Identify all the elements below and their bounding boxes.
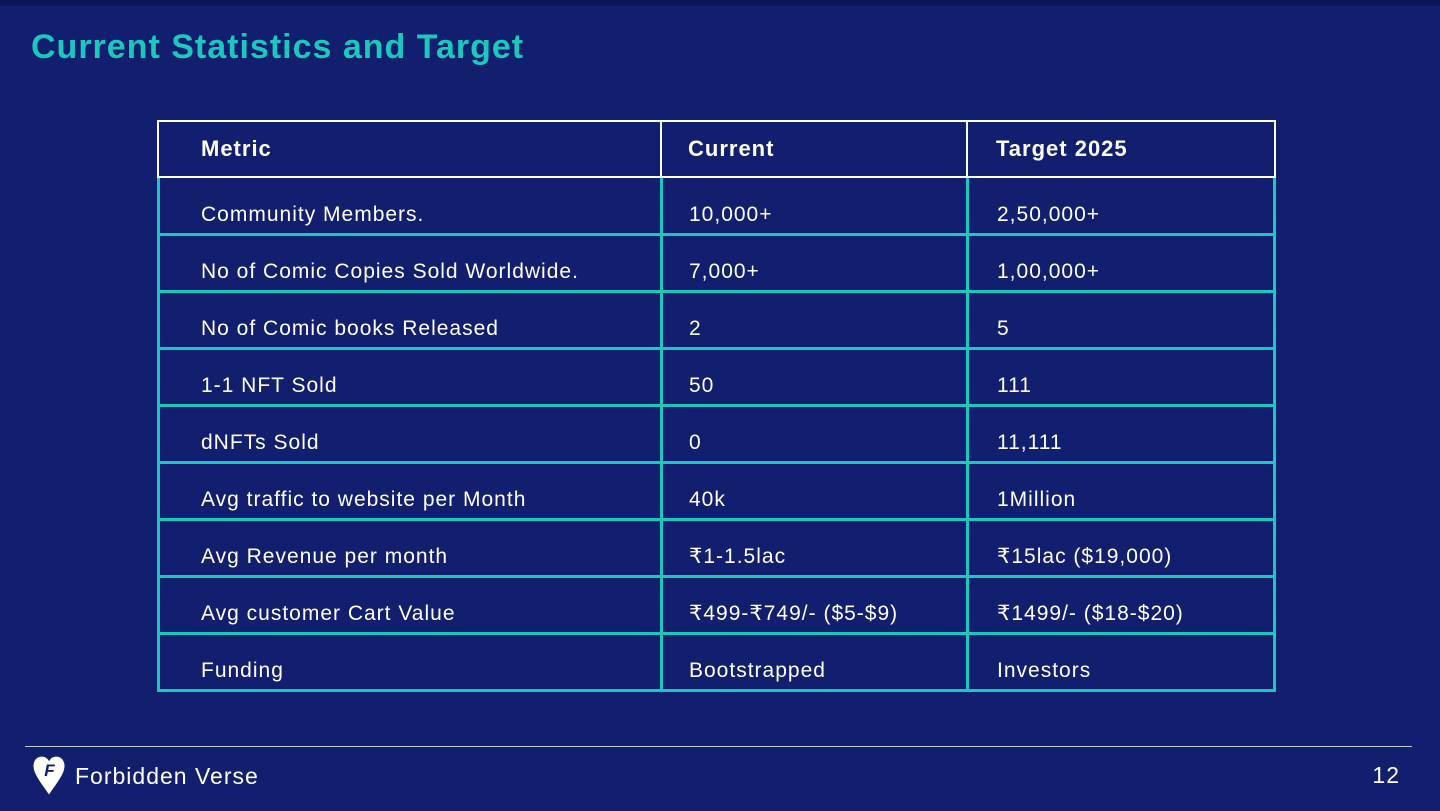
table-row: Funding Bootstrapped Investors [160, 632, 1273, 689]
current-cell: 2 [660, 293, 966, 347]
metric-cell: Avg Revenue per month [201, 545, 449, 568]
target-cell: ₹1499/- ($18-$20) [966, 578, 1273, 632]
metric-cell: No of Comic Copies Sold Worldwide. [201, 260, 579, 283]
target-cell: 5 [966, 293, 1273, 347]
column-header-current: Current [660, 122, 966, 176]
table-row: Avg Revenue per month ₹1-1.5lac ₹15lac (… [160, 518, 1273, 575]
column-header-metric: Metric [201, 136, 272, 161]
column-header-target: Target 2025 [966, 122, 1274, 176]
current-cell: 40k [660, 464, 966, 518]
statistics-table: Metric Current Target 2025 Community Mem… [157, 120, 1276, 692]
current-cell: 0 [660, 407, 966, 461]
brand-name: Forbidden Verse [75, 762, 259, 789]
current-cell: 7,000+ [660, 236, 966, 290]
current-cell: ₹1-1.5lac [660, 521, 966, 575]
table-row: No of Comic Copies Sold Worldwide. 7,000… [160, 233, 1273, 290]
current-cell: Bootstrapped [660, 635, 966, 689]
table-row: 1-1 NFT Sold 50 111 [160, 347, 1273, 404]
target-cell: ₹15lac ($19,000) [966, 521, 1273, 575]
target-cell: 2,50,000+ [966, 178, 1273, 233]
current-cell: 50 [660, 350, 966, 404]
metric-cell: Avg traffic to website per Month [201, 488, 527, 511]
table-row: Community Members. 10,000+ 2,50,000+ [160, 178, 1273, 233]
metric-cell: Avg customer Cart Value [201, 602, 456, 625]
metric-cell: dNFTs Sold [201, 431, 320, 454]
page-number: 12 [1372, 762, 1400, 788]
current-cell: 10,000+ [660, 178, 966, 233]
metric-cell: 1-1 NFT Sold [201, 374, 338, 397]
target-cell: 11,111 [966, 407, 1273, 461]
heart-shield-logo-icon: F [33, 756, 65, 796]
table-row: Avg customer Cart Value ₹499-₹749/- ($5-… [160, 575, 1273, 632]
footer-brand: F Forbidden Verse [33, 756, 259, 796]
table-body: Community Members. 10,000+ 2,50,000+ No … [157, 178, 1276, 692]
svg-text:F: F [44, 761, 55, 780]
top-edge-strip [0, 0, 1440, 6]
target-cell: 1,00,000+ [966, 236, 1273, 290]
metric-cell: Community Members. [201, 203, 425, 226]
table-row: Avg traffic to website per Month 40k 1Mi… [160, 461, 1273, 518]
footer-divider [25, 746, 1412, 747]
table-header-row: Metric Current Target 2025 [157, 120, 1276, 178]
metric-cell: No of Comic books Released [201, 317, 499, 340]
target-cell: 1Million [966, 464, 1273, 518]
table-row: No of Comic books Released 2 5 [160, 290, 1273, 347]
target-cell: 111 [966, 350, 1273, 404]
current-cell: ₹499-₹749/- ($5-$9) [660, 578, 966, 632]
target-cell: Investors [966, 635, 1273, 689]
page-title: Current Statistics and Target [31, 28, 525, 66]
metric-cell: Funding [201, 659, 284, 682]
table-row: dNFTs Sold 0 11,111 [160, 404, 1273, 461]
